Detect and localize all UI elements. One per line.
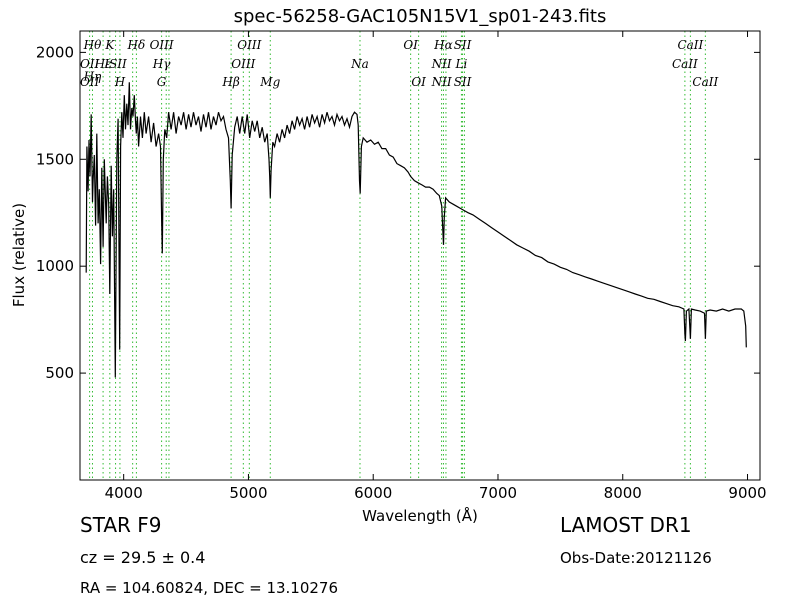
x-tick-label: 6000 <box>354 484 392 502</box>
y-tick-label: 1500 <box>36 150 74 168</box>
line-marker-label: OI <box>411 75 426 89</box>
y-tick-label: 500 <box>45 364 74 382</box>
line-marker-label: NII <box>431 57 452 71</box>
line-marker-label: Hη <box>83 70 102 84</box>
line-marker-label: CaII <box>677 38 703 52</box>
observation-date: Obs-Date:20121126 <box>560 549 712 567</box>
line-marker-label: Hδ <box>127 38 146 52</box>
line-marker-label: Hβ <box>221 75 239 89</box>
object-class: STAR F9 <box>80 513 162 537</box>
line-marker-label: OI <box>403 38 418 52</box>
spectrum-series-line <box>85 82 747 378</box>
line-marker-label: OIII <box>237 38 261 52</box>
line-marker-label: Na <box>350 57 369 71</box>
x-axis-label: Wavelength (Å) <box>362 506 478 525</box>
line-marker-label: Hα <box>433 38 453 52</box>
redshift-cz: cz = 29.5 ± 0.4 <box>80 548 206 567</box>
emission-line-markers <box>89 31 706 480</box>
line-marker-label: OIII <box>150 38 174 52</box>
line-marker-label: Hε <box>94 57 112 71</box>
x-tick-label: 4000 <box>105 484 143 502</box>
line-marker-label: SII <box>454 38 472 52</box>
line-marker-label: K <box>104 38 115 52</box>
line-marker-label: OIII <box>231 57 255 71</box>
x-axis-ticks: 4000 5000 6000 7000 8000 9000 <box>105 31 767 502</box>
line-marker-label: Hθ <box>83 38 102 52</box>
x-tick-label: 7000 <box>479 484 517 502</box>
line-marker-label: Hγ <box>152 57 171 71</box>
plot-frame <box>79 30 761 481</box>
chart-title: spec-56258-GAC105N15V1_sp01-243.fits <box>234 6 607 27</box>
line-marker-label: NII <box>431 75 452 89</box>
line-marker-label: CaII <box>692 75 718 89</box>
line-marker-label: CaII <box>672 57 698 71</box>
line-marker-label: Mg <box>259 75 280 89</box>
line-marker-label: G <box>157 75 167 89</box>
y-tick-label: 2000 <box>36 43 74 61</box>
y-axis-label: Flux (relative) <box>10 203 28 307</box>
survey-name: LAMOST DR1 <box>560 513 692 537</box>
ra-dec-coordinates: RA = 104.60824, DEC = 13.10276 <box>80 579 339 597</box>
x-tick-label: 5000 <box>229 484 267 502</box>
line-marker-label: SII <box>454 75 472 89</box>
y-axis-ticks: 500 1000 1500 2000 <box>36 43 760 382</box>
line-marker-label: Li <box>455 57 468 71</box>
line-marker-label: H <box>114 75 126 89</box>
x-tick-label: 9000 <box>728 484 766 502</box>
line-marker-label: OII <box>80 57 100 71</box>
line-marker-label: OII <box>80 75 100 89</box>
x-tick-label: 8000 <box>604 484 642 502</box>
line-marker-label: ISII <box>103 57 127 71</box>
y-tick-label: 1000 <box>36 257 74 275</box>
